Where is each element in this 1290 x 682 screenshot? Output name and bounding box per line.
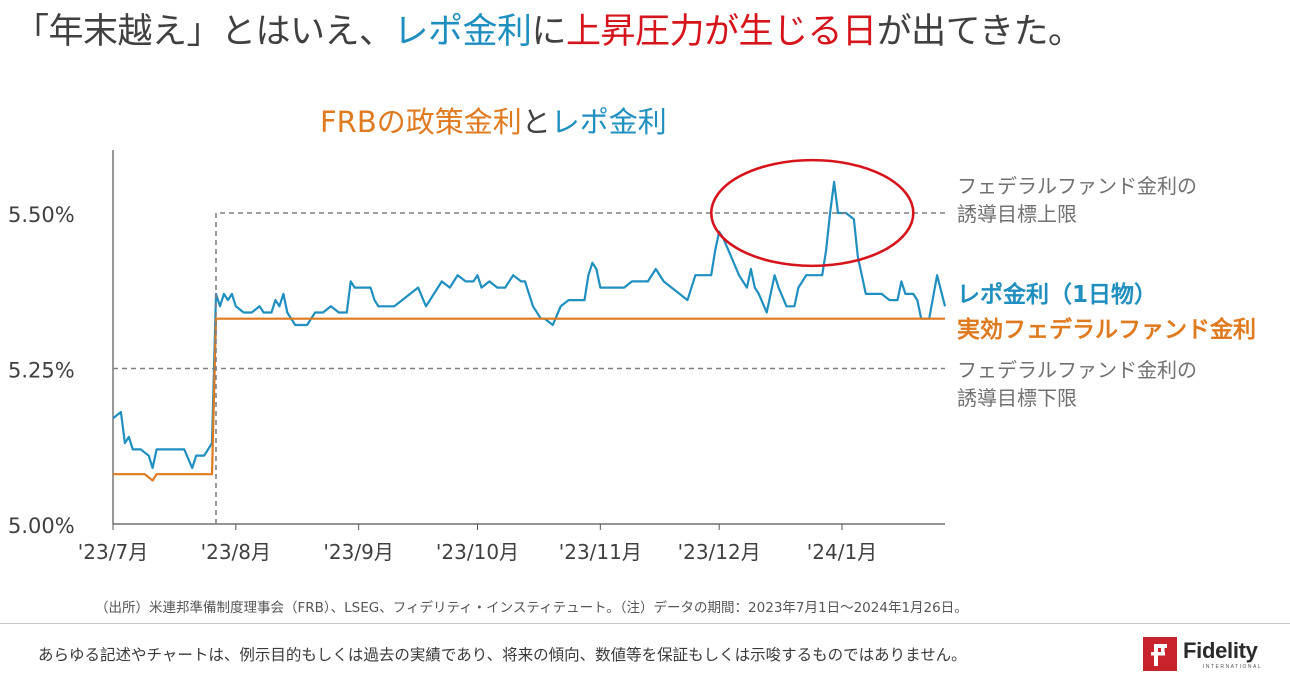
- x-tick-label: '23/9月: [323, 540, 393, 564]
- y-tick-label: 5.00%: [8, 514, 75, 538]
- label-effr: 実効フェデラルファンド金利: [957, 316, 1256, 343]
- fidelity-mark-icon: [1143, 637, 1177, 671]
- chart-title: FRBの政策金利とレポ金利: [320, 102, 820, 142]
- label-lower-target-1: フェデラルファンド金利の: [957, 358, 1197, 382]
- headline-part5: が出てきた。: [876, 12, 1083, 52]
- logo-subtitle: INTERNATIONAL: [1203, 664, 1263, 670]
- series-line-0: [112, 180, 947, 470]
- headline-part4: 上昇圧力が生じる日: [566, 12, 877, 52]
- y-tick-label: 5.50%: [8, 203, 75, 227]
- source-note: （出所）米連邦準備制度理事会（FRB）、LSEG、フィデリティ・インスティテュー…: [95, 600, 968, 616]
- x-tick-label: '23/8月: [201, 540, 271, 564]
- x-tick-label: '23/11月: [559, 540, 642, 564]
- series-line-2: [215, 212, 945, 524]
- label-upper-target-1: フェデラルファンド金利の: [957, 174, 1197, 198]
- logo-wordmark: Fidelity: [1183, 638, 1258, 663]
- chart-title-part3: レポ金利: [550, 105, 667, 139]
- chart-title-part1: FRBの政策金利: [320, 105, 522, 139]
- x-tick-label: '23/7月: [78, 540, 148, 564]
- label-upper-target-2: 誘導目標上限: [957, 202, 1077, 226]
- headline-part3: に: [531, 12, 567, 52]
- x-tick-label: '23/12月: [678, 540, 761, 564]
- x-tick-label: '24/1月: [807, 540, 877, 564]
- x-tick-label: '23/10月: [436, 540, 519, 564]
- disclaimer: あらゆる記述やチャートは、例示目的もしくは過去の実績であり、将来の傾向、数値等を…: [38, 646, 967, 664]
- label-lower-target-2: 誘導目標下限: [957, 386, 1077, 410]
- fidelity-logo: Fidelity INTERNATIONAL: [1143, 633, 1283, 677]
- rate-chart: 5.00% 5.25% 5.50% '23/7月 '23/8月 '23/9月 '23/10月…: [8, 150, 1256, 564]
- footer-divider: [0, 623, 1290, 624]
- headline: 「年末越え」とはいえ、レポ金利に上昇圧力が生じる日が出てきた。: [14, 8, 1284, 56]
- series-line-1: [113, 317, 945, 482]
- headline-part1: 「年末越え」とはいえ、: [14, 12, 394, 52]
- highlight-ellipse: [709, 158, 915, 268]
- chart-title-part2: と: [521, 105, 551, 139]
- y-tick-label: 5.25%: [8, 359, 75, 383]
- label-repo-rate: レポ金利（1日物）: [957, 281, 1157, 308]
- headline-part2: レポ金利: [393, 12, 533, 52]
